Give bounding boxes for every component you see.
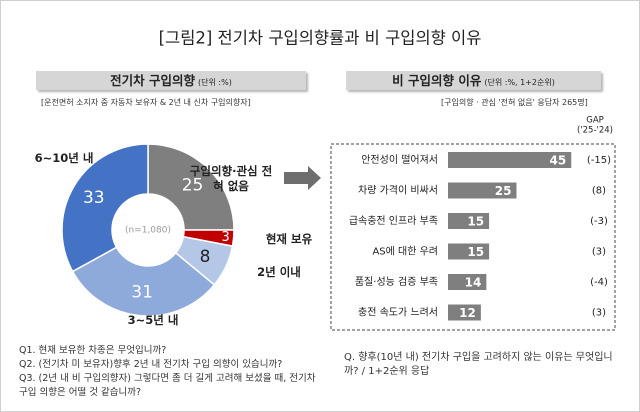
bar-unit: (단위 :%, 1+2순위) bbox=[484, 78, 555, 87]
donut-segment bbox=[147, 143, 235, 231]
bar-note: [구입의향 · 관심 '전혀 없음' 응답자 265명] bbox=[441, 98, 588, 107]
question: Q2. (전기차 미 보유자)향후 2년 내 전기차 구입 의향이 있습니까? bbox=[19, 359, 283, 370]
y-tick-label: 급속충전 인프라 부족 bbox=[349, 215, 438, 227]
bar-header: 비 구입의향 이유 (단위 :%, 1+2순위) bbox=[346, 71, 601, 90]
bar bbox=[448, 152, 572, 168]
bar-question: Q. 향후(10년 내) 전기차 구입을 고려하지 않는 이유는 무엇입니까? … bbox=[344, 352, 613, 377]
y-tick-label: 안전성이 떨어져서 bbox=[361, 154, 438, 166]
bar-value: 15 bbox=[467, 245, 484, 259]
question: Q3. (2년 내 비 구입의향자) 그렇다면 좀 더 길게 고려해 보셨을 때… bbox=[19, 373, 316, 398]
donut-hole bbox=[113, 195, 183, 265]
donut-note: [운전면허 소지자 중 자동차 보유자 & 2년 내 신차 구입의향자] bbox=[41, 98, 251, 107]
bar bbox=[448, 304, 481, 321]
gap-value: (-3) bbox=[590, 216, 608, 227]
donut-header: 전기차 구입의향 (단위 :%) bbox=[36, 71, 306, 90]
y-tick-label: 품질·성능 검증 부족 bbox=[355, 276, 438, 288]
category-label: 현재 보유 bbox=[265, 232, 313, 246]
bar-value: 45 bbox=[550, 154, 567, 168]
category-label: 3~5년 내 bbox=[127, 313, 179, 327]
gap-value: (-4) bbox=[590, 277, 608, 288]
page-title: [그림2] 전기차 구입의향률과 비 구입의향 이유 bbox=[159, 29, 482, 48]
segment-value: 3 bbox=[222, 230, 230, 245]
bar bbox=[448, 182, 517, 199]
segment-value: 8 bbox=[200, 247, 211, 267]
segment-value: 33 bbox=[83, 188, 105, 208]
bar bbox=[448, 274, 487, 290]
bar-value: 15 bbox=[467, 215, 484, 229]
bar bbox=[448, 213, 490, 229]
category-label: 2년 이내 bbox=[257, 265, 301, 279]
bar-value: 25 bbox=[495, 184, 512, 198]
gap-value: (3) bbox=[592, 308, 606, 319]
gap-subtitle: ('25-'24) bbox=[577, 126, 613, 136]
bar-value: 14 bbox=[465, 276, 482, 290]
bar bbox=[448, 243, 490, 260]
center-label: (n=1,080) bbox=[125, 226, 171, 236]
donut-segment bbox=[71, 246, 216, 317]
donut-title: 전기차 구입의향 bbox=[110, 73, 196, 88]
donut-unit: (단위 :%) bbox=[198, 78, 232, 87]
segment-value: 25 bbox=[182, 175, 204, 195]
arrow bbox=[284, 166, 321, 190]
category-label: 6~10년 내 bbox=[34, 151, 94, 165]
gap-value: (8) bbox=[592, 186, 606, 197]
question: Q1. 현재 보유한 차종은 무엇입니까? bbox=[19, 345, 167, 356]
y-tick-label: 차량 가격이 비싸서 bbox=[358, 184, 438, 197]
questions: Q1. 현재 보유한 차종은 무엇입니까? Q2. (전기차 미 보유자)향후 2… bbox=[19, 344, 319, 400]
gap-title: GAP bbox=[586, 116, 604, 126]
bar-title: 비 구입의향 이유 bbox=[392, 73, 482, 88]
gap-value: (3) bbox=[592, 247, 606, 258]
y-tick-label: AS에 대한 우려 bbox=[372, 246, 438, 258]
segment-value: 31 bbox=[131, 283, 153, 303]
category-label: 구입의향·관심 전혀 없음 bbox=[189, 164, 273, 193]
donut-segment bbox=[61, 143, 149, 273]
y-tick-label: 충전 속도가 느려서 bbox=[358, 307, 438, 319]
bar-value: 12 bbox=[459, 306, 476, 320]
frame bbox=[330, 143, 616, 331]
gap-value: (-15) bbox=[587, 155, 611, 166]
